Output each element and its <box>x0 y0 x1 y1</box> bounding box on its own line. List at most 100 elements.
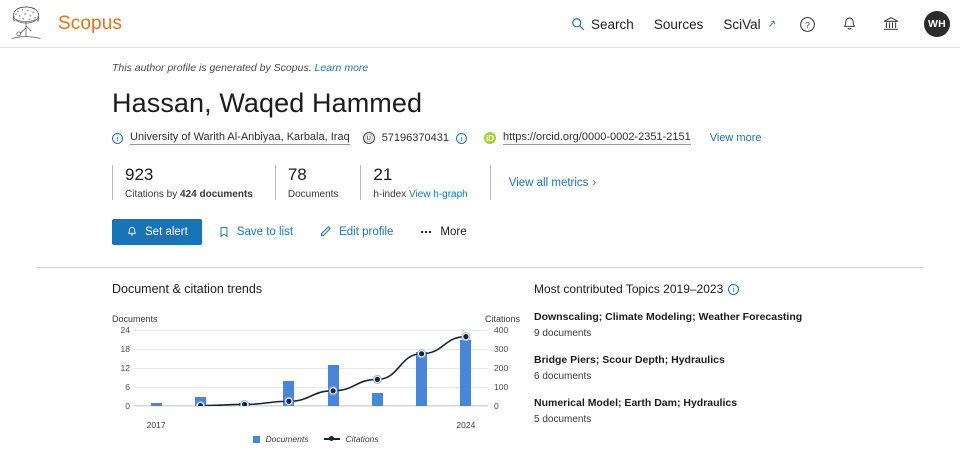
topic-name: Numerical Model; Earth Dam; Hydraulics <box>534 397 738 409</box>
section-divider <box>36 267 924 268</box>
nav-scival[interactable]: SciVal ↗ <box>723 17 776 32</box>
chart-y2label: Citations <box>484 314 520 324</box>
chevron-right-icon: › <box>592 176 597 189</box>
nav-sources-label: Sources <box>653 16 704 32</box>
chart-ytick-right: 100 <box>494 382 509 392</box>
metrics-bar: 923 Citations by 424 documents 78 Docume… <box>112 165 960 200</box>
topics-title: Most contributed Topics 2019–2023 i <box>534 282 960 296</box>
metric-citations-value: 923 <box>125 165 154 184</box>
info-circle-icon[interactable]: i <box>728 283 740 295</box>
legend-label-documents: Documents <box>265 434 309 444</box>
avatar[interactable]: WH <box>924 11 950 37</box>
chart-bar[interactable] <box>460 339 472 406</box>
app-header: Scopus Search Sources SciVal ↗ ? <box>0 0 960 48</box>
chart-ytick-right: 400 <box>494 325 509 335</box>
set-alert-label: Set alert <box>145 225 188 238</box>
affiliation[interactable]: University of Warith Al-Anbiyaa, Karbala… <box>130 131 350 145</box>
brand[interactable]: Scopus <box>0 4 122 44</box>
scopus-author-id-icon: Ⓤ <box>362 132 375 144</box>
edit-profile-button[interactable]: Edit profile <box>309 218 403 245</box>
legend-line-citations <box>324 435 341 443</box>
chart-bar[interactable] <box>150 402 162 406</box>
trends-title: Document & citation trends <box>112 282 263 296</box>
metric-documents-label: Documents <box>287 189 339 200</box>
chart-gridline <box>134 349 488 350</box>
author-id-info-icon[interactable]: i <box>455 132 467 144</box>
profile-section: This author profile is generated by Scop… <box>0 62 960 444</box>
view-h-graph-link[interactable]: View h-graph <box>409 189 468 200</box>
chart-ytick-left: 6 <box>125 382 130 392</box>
generated-note: This author profile is generated by Scop… <box>112 62 960 74</box>
metric-hindex-value: 21 <box>373 165 393 184</box>
bell-icon <box>843 17 855 29</box>
chart-baseline <box>134 405 488 406</box>
view-all-metrics-link[interactable]: View all metrics › <box>489 165 597 200</box>
chart-gridline <box>134 330 488 331</box>
chart-axis-titles: Documents Citations <box>112 314 520 324</box>
chart-bar[interactable] <box>327 364 339 406</box>
topic-count: 6 documents <box>534 371 592 382</box>
elsevier-tree-icon <box>11 6 41 39</box>
save-to-list-label: Save to list <box>236 225 294 238</box>
question-circle-icon: ? <box>799 16 815 32</box>
trends-panel: Document & citation trends Documents Cit… <box>0 282 520 444</box>
chart-xtick: 2024 <box>456 420 476 430</box>
chart-citations-line <box>195 332 471 406</box>
institution-bank-icon <box>883 17 899 30</box>
metric-citations-label: Citations by 424 documents <box>125 189 253 200</box>
identifiers-row: i University of Warith Al-Anbiyaa, Karba… <box>112 131 960 145</box>
chart-ytick-left: 12 <box>120 363 130 373</box>
list-item[interactable]: Downscaling; Climate Modeling; Weather F… <box>534 310 960 339</box>
legend-item-citations: Citations <box>324 434 379 444</box>
metric-hindex-label: h-index View h-graph <box>373 189 467 200</box>
chart-x-labels: 2017 2024 <box>134 420 488 434</box>
scopus-author-id: 57196370431 <box>381 132 449 144</box>
save-to-list-button[interactable]: Save to list <box>208 219 303 245</box>
chart-gridline <box>134 368 488 369</box>
nav-scival-label: SciVal <box>723 16 761 32</box>
chart-bar[interactable] <box>283 380 295 406</box>
chart-ytick-left: 24 <box>120 325 130 335</box>
chart-ytick-left: 0 <box>125 401 130 411</box>
orcid-link[interactable]: https://orcid.org/0000-0002-2351-2151 <box>502 131 691 145</box>
list-item[interactable]: Bridge Piers; Scour Depth; Hydraulics 6 … <box>534 353 960 382</box>
learn-more-link[interactable]: Learn more <box>314 62 369 74</box>
notifications-button[interactable] <box>838 13 860 35</box>
view-all-metrics-label: View all metrics <box>508 176 589 189</box>
legend-swatch-documents <box>253 435 261 443</box>
chart-ytick-right: 300 <box>494 344 509 354</box>
legend-item-documents: Documents <box>253 434 308 444</box>
edit-profile-label: Edit profile <box>339 225 394 238</box>
more-button[interactable]: More <box>409 219 476 245</box>
info-circle-icon[interactable]: i <box>112 132 123 144</box>
pencil-icon <box>320 226 331 237</box>
document-citation-chart: 0 6 12 18 24 0 100 200 300 400 2017 2024 <box>112 325 520 430</box>
chart-plot-area: 0 6 12 18 24 0 100 200 300 400 <box>121 325 509 411</box>
chart-ytick-right: 200 <box>494 363 509 373</box>
set-alert-button[interactable]: Set alert <box>112 218 202 245</box>
legend-label-citations: Citations <box>345 434 379 444</box>
topics-panel: Most contributed Topics 2019–2023 i Down… <box>520 282 960 444</box>
topic-count: 9 documents <box>534 328 592 339</box>
chart-ylabel: Documents <box>112 314 158 324</box>
nav-search[interactable]: Search <box>571 17 634 32</box>
chart-ytick-right: 0 <box>494 401 499 411</box>
bell-icon <box>128 226 136 236</box>
orcid-icon: iD <box>483 132 496 144</box>
topic-name: Bridge Piers; Scour Depth; Hydraulics <box>534 354 725 366</box>
nav-sources[interactable]: Sources <box>654 17 704 32</box>
brand-name: Scopus <box>58 12 122 34</box>
help-button[interactable]: ? <box>796 13 818 35</box>
view-more-link[interactable]: View more <box>709 132 762 144</box>
ellipsis-icon <box>421 230 432 233</box>
bookmark-icon <box>220 226 228 237</box>
institution-button[interactable] <box>880 13 902 35</box>
topic-name: Downscaling; Climate Modeling; Weather F… <box>534 311 803 323</box>
chart-bar[interactable] <box>371 393 383 406</box>
list-item[interactable]: Numerical Model; Earth Dam; Hydraulics 5… <box>534 396 960 425</box>
metric-hindex-label-prefix: h-index <box>373 189 409 200</box>
metric-documents-value: 78 <box>287 165 307 184</box>
chart-legend: Documents Citations <box>112 434 520 444</box>
metric-citations-label-bold: 424 documents <box>180 189 253 200</box>
chart-bar[interactable] <box>416 352 428 406</box>
